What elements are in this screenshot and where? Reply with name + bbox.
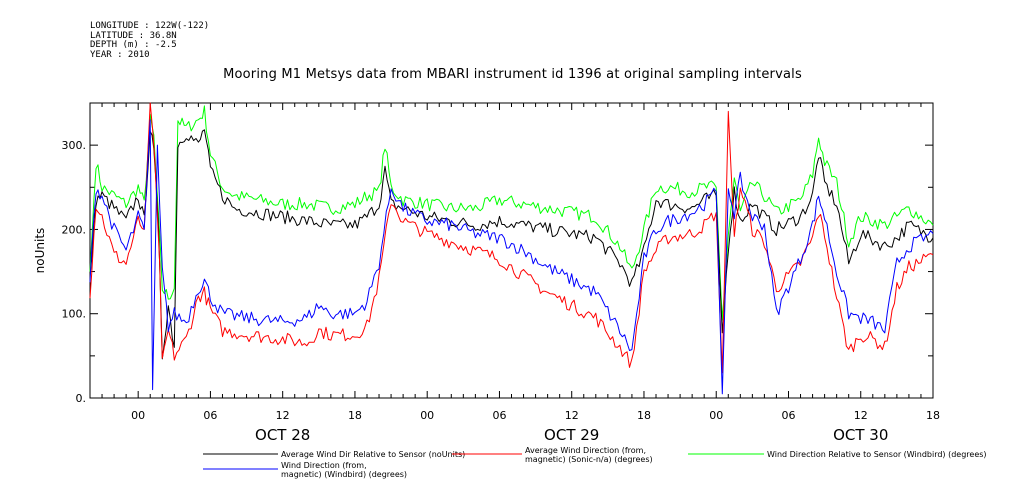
series-line bbox=[89, 105, 934, 321]
y-axis-label: noUnits bbox=[33, 228, 47, 274]
day-label: OCT 30 bbox=[833, 426, 888, 444]
series-line bbox=[89, 119, 934, 395]
meta-longitude: LONGITUDE : 122W(-122) bbox=[90, 21, 210, 31]
plot-frame bbox=[89, 102, 934, 399]
y-tick-label: 300. bbox=[62, 139, 87, 152]
chart-title: Mooring M1 Metsys data from MBARI instru… bbox=[223, 67, 802, 82]
meta-latitude: LATITUDE : 36.8N bbox=[90, 30, 177, 41]
x-tick-label: 12 bbox=[276, 409, 290, 422]
x-tick-label: 06 bbox=[781, 409, 795, 422]
x-tick-label: 12 bbox=[854, 409, 868, 422]
legend-label: Average Wind Direction (from, bbox=[525, 446, 646, 455]
day-label: OCT 29 bbox=[544, 426, 599, 444]
legend-label-line2: magnetic) (Sonic-n/a) (degrees) bbox=[525, 455, 653, 464]
y-tick-label: 200. bbox=[62, 223, 87, 236]
x-tick-label: 12 bbox=[565, 409, 579, 422]
legend-label: Average Wind Dir Relative to Sensor (noU… bbox=[281, 450, 465, 459]
x-tick-label: 00 bbox=[131, 409, 145, 422]
series-line bbox=[89, 102, 934, 374]
series-line bbox=[89, 129, 934, 360]
legend-label: Wind Direction Relative to Sensor (Windb… bbox=[767, 450, 987, 459]
legend-label-line2: magnetic) (Windbird) (degrees) bbox=[281, 470, 407, 479]
legend-label: Wind Direction (from, bbox=[281, 461, 367, 470]
x-tick-label: 18 bbox=[926, 409, 940, 422]
day-label: OCT 28 bbox=[255, 426, 310, 444]
y-tick-label: 0. bbox=[76, 392, 87, 405]
x-tick-label: 00 bbox=[709, 409, 723, 422]
metadata-block: LONGITUDE : 122W(-122) LATITUDE : 36.8N … bbox=[90, 21, 210, 60]
x-tick-label: 06 bbox=[203, 409, 217, 422]
x-tick-label: 18 bbox=[637, 409, 651, 422]
x-tick-label: 06 bbox=[492, 409, 506, 422]
x-tick-label: 18 bbox=[348, 409, 362, 422]
x-tick-label: 00 bbox=[420, 409, 434, 422]
y-tick-label: 100. bbox=[62, 308, 87, 321]
meta-year: YEAR : 2010 bbox=[90, 49, 150, 60]
meta-depth: DEPTH (m) : -2.5 bbox=[90, 40, 177, 50]
